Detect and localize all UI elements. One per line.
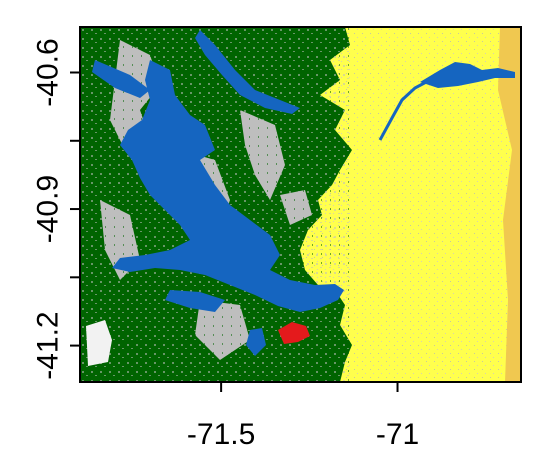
lake-arm-south xyxy=(165,290,225,312)
y-tick-label: -41.2 xyxy=(32,311,65,379)
y-tick-label: -40.6 xyxy=(32,38,65,106)
lake-arm-north xyxy=(195,30,300,114)
x-axis: -71.5 -71 xyxy=(187,382,419,451)
shrubland-area xyxy=(498,27,521,382)
small-lake xyxy=(246,328,266,356)
plot-frame xyxy=(79,26,522,383)
land-cover-map xyxy=(80,27,521,382)
x-tick-label: -71 xyxy=(376,418,419,451)
main-lake xyxy=(112,60,344,312)
y-tick-label: -40.9 xyxy=(32,175,65,243)
snow-ice-area xyxy=(86,320,112,366)
x-tick-label: -71.5 xyxy=(187,418,255,451)
y-axis: -40.6 -40.9 -41.2 xyxy=(32,38,80,380)
river xyxy=(378,78,431,141)
reservoir xyxy=(420,62,515,88)
lake-arm-west xyxy=(92,60,150,98)
urban-area xyxy=(278,322,310,344)
